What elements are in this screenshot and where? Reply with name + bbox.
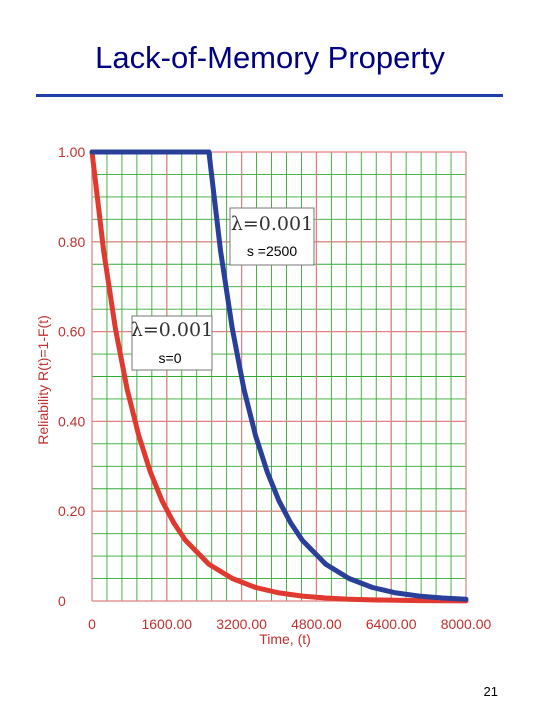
annotation-blue-lambda: λ=0.001 (231, 213, 313, 235)
y-tick-label: 0.40 (58, 413, 85, 429)
y-tick-label: 0.80 (58, 234, 85, 250)
page-number: 21 (483, 684, 498, 699)
x-tick-label: 6400.00 (366, 616, 417, 632)
slide-title: Lack-of-Memory Property (95, 40, 445, 75)
series-line-1 (89, 149, 469, 602)
x-tick-label: 0 (88, 616, 96, 632)
annotation-red-s: s=0 (159, 350, 182, 366)
x-tick-label: 4800.00 (291, 616, 342, 632)
annotation-blue-s: s =2500 (247, 243, 297, 259)
y-tick-label: 1.00 (58, 144, 85, 160)
annotation-red-lambda: λ=0.001 (131, 319, 213, 341)
y-tick-label: 0.20 (58, 503, 85, 519)
y-tick-label: 0 (58, 593, 66, 609)
x-tick-label: 8000.00 (441, 616, 492, 632)
tick-labels: 0 1600.00 3200.00 4800.00 6400.00 8000.00 0 0.2… (58, 144, 492, 632)
title-divider (36, 94, 503, 97)
annotation-box-red: λ=0.001 s=0 (131, 315, 213, 371)
series-line-0 (89, 149, 469, 604)
y-tick-label: 0.60 (58, 324, 85, 340)
x-axis-title: Time, (t) (259, 631, 311, 647)
series-lines (89, 149, 469, 604)
x-tick-label: 1600.00 (141, 616, 192, 632)
x-tick-label: 3200.00 (216, 616, 267, 632)
y-axis-title: Reliability R(t)=1-F(t) (35, 315, 51, 445)
annotation-box-blue: λ=0.001 s =2500 (229, 207, 315, 266)
